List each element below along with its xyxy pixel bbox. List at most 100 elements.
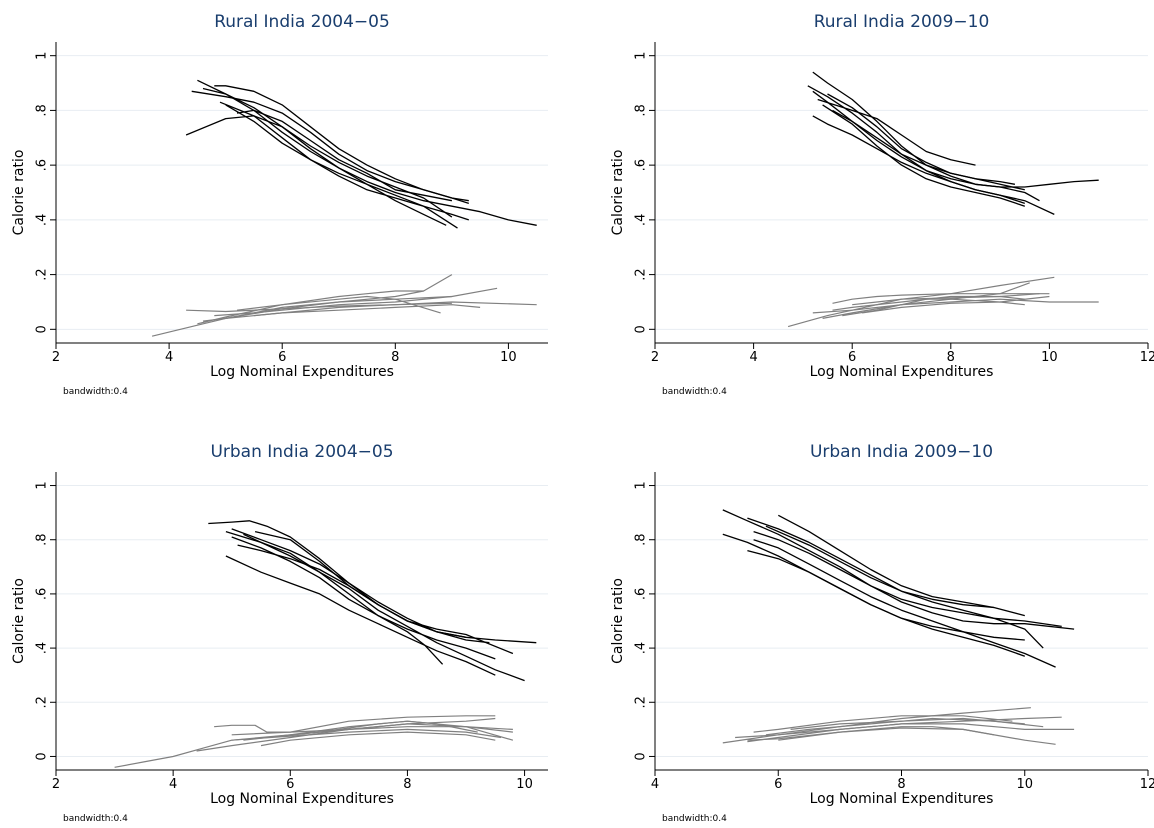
y-tick-label: 1 — [35, 52, 50, 60]
y-tick-label: .2 — [634, 268, 649, 280]
series-line-14 — [225, 295, 452, 319]
series-line-6 — [219, 101, 470, 221]
series-line-12 — [822, 282, 1030, 319]
x-tick-label: 6 — [774, 777, 782, 792]
series-line-14 — [260, 731, 496, 747]
x-tick-label: 10 — [500, 350, 517, 365]
series-line-8 — [777, 514, 1025, 617]
series-line-13 — [231, 728, 502, 741]
y-tick-label: .2 — [35, 268, 50, 280]
x-tick-label: 8 — [403, 777, 411, 792]
bandwidth-note: bandwidth:0.4 — [63, 387, 128, 397]
x-tick-label: 6 — [286, 777, 294, 792]
series-line-1 — [812, 71, 1099, 188]
series-line-9 — [151, 274, 453, 337]
series-line-11 — [812, 298, 1099, 314]
y-tick-label: .6 — [634, 588, 649, 600]
series-line-5 — [747, 549, 1025, 641]
y-tick-label: .6 — [35, 588, 50, 600]
series-line-15 — [236, 295, 441, 314]
y-tick-label: 1 — [634, 481, 649, 489]
series-line-3 — [231, 528, 490, 644]
series-line-16 — [253, 304, 481, 317]
x-tick-label: 2 — [651, 350, 659, 365]
y-tick-label: .8 — [634, 534, 649, 546]
x-tick-label: 6 — [278, 350, 286, 365]
series-line-7 — [243, 533, 444, 665]
y-tick-label: .8 — [35, 534, 50, 546]
chart-title: Rural India 2004−05 — [214, 12, 390, 32]
series-line-4 — [225, 555, 496, 676]
series-line-1 — [722, 509, 1075, 630]
series-line-2 — [225, 530, 525, 682]
y-tick-label: 0 — [35, 752, 50, 760]
y-tick-label: .4 — [35, 642, 50, 654]
series-line-9 — [114, 723, 513, 768]
series-line-5 — [817, 98, 976, 166]
y-tick-label: .2 — [634, 696, 649, 708]
x-tick-label: 2 — [52, 777, 60, 792]
y-tick-label: 0 — [634, 752, 649, 760]
series-line-8 — [236, 109, 453, 202]
y-tick-label: .6 — [634, 159, 649, 171]
x-tick-label: 12 — [1140, 350, 1154, 365]
y-axis-label: Calorie ratio — [11, 578, 27, 664]
y-axis-label: Calorie ratio — [610, 150, 626, 236]
y-tick-label: 1 — [35, 481, 50, 489]
series-line-13 — [747, 723, 1075, 743]
series-line-7 — [827, 93, 1016, 185]
series-line-3 — [812, 90, 1040, 202]
x-axis-label: Log Nominal Expenditures — [810, 364, 994, 380]
y-tick-label: .4 — [634, 214, 649, 226]
panel-1: 0 .2 .4 .6 .8 1 2 4 6 8 10 Rural India 2004−05 Log N… — [11, 12, 548, 397]
panel-3: 0 .2 .4 .6 .8 1 2 4 6 8 10 Urban India 2004−05 Log N… — [11, 442, 548, 824]
chart-title: Urban India 2004−05 — [210, 442, 393, 462]
series-line-7 — [765, 525, 1044, 649]
series-line-12 — [753, 715, 1013, 733]
series-line-3 — [197, 79, 447, 226]
series-line-15 — [778, 727, 995, 741]
x-tick-label: 4 — [165, 350, 173, 365]
y-tick-label: 0 — [35, 325, 50, 333]
x-tick-label: 4 — [169, 777, 177, 792]
series-line-12 — [231, 715, 496, 736]
x-tick-label: 4 — [651, 777, 659, 792]
series-line-6 — [753, 539, 1056, 668]
chart-title: Urban India 2009−10 — [810, 442, 993, 462]
y-axis-label: Calorie ratio — [610, 578, 626, 664]
series-line-11 — [196, 717, 496, 752]
series-line-9 — [787, 276, 1055, 328]
y-tick-label: .4 — [35, 214, 50, 226]
x-tick-label: 4 — [749, 350, 757, 365]
x-tick-label: 2 — [52, 350, 60, 365]
x-tick-label: 10 — [1041, 350, 1058, 365]
chart-title: Rural India 2009−10 — [814, 12, 990, 32]
y-tick-label: .2 — [35, 696, 50, 708]
series-line-8 — [254, 530, 514, 655]
series-line-16 — [862, 295, 1050, 314]
series-line-4 — [812, 115, 1026, 205]
x-tick-label: 10 — [516, 777, 533, 792]
x-tick-label: 12 — [1140, 777, 1154, 792]
series-line-2 — [807, 85, 1055, 215]
series-line-6 — [822, 104, 1026, 207]
series-line-4 — [753, 530, 1062, 628]
x-tick-label: 8 — [391, 350, 399, 365]
x-tick-label: 8 — [897, 777, 905, 792]
series-line-12 — [197, 290, 424, 325]
x-tick-label: 6 — [848, 350, 856, 365]
series-line-5 — [214, 85, 469, 205]
x-axis-label: Log Nominal Expenditures — [210, 364, 394, 380]
y-tick-label: .8 — [634, 104, 649, 116]
bandwidth-note: bandwidth:0.4 — [662, 814, 727, 824]
series-line-8 — [832, 109, 1025, 191]
y-axis-label: Calorie ratio — [11, 150, 27, 236]
bandwidth-note: bandwidth:0.4 — [662, 387, 727, 397]
x-tick-label: 10 — [1016, 777, 1033, 792]
series-line-7 — [225, 104, 458, 229]
series-line-16 — [790, 717, 1025, 730]
series-line-5 — [231, 536, 496, 660]
series-line-15 — [852, 293, 1040, 306]
